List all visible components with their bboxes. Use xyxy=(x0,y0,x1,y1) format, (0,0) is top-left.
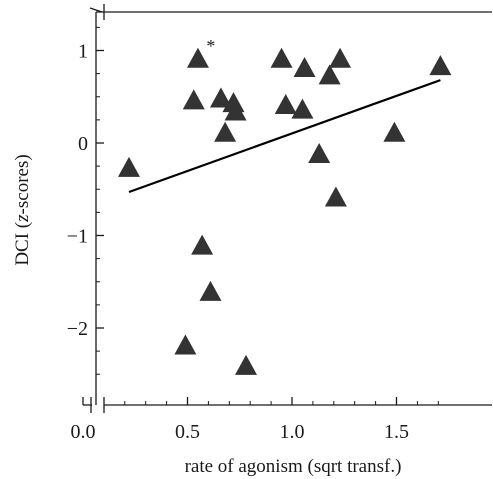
x-tick-label: 1.0 xyxy=(280,421,305,443)
y-axis-title: DCI (z-scores) xyxy=(12,154,33,265)
data-point-triangle xyxy=(429,55,452,76)
data-point-triangle xyxy=(235,354,258,375)
data-point-triangle xyxy=(214,121,237,142)
data-point-triangle xyxy=(186,47,209,68)
y-tick-label: 0 xyxy=(78,133,88,155)
ticks xyxy=(82,26,439,405)
data-point-triangle xyxy=(318,64,341,85)
data-point-triangle xyxy=(270,47,293,68)
data-point-triangle xyxy=(291,98,314,119)
x-axis-title: rate of agonism (sqrt transf.) xyxy=(185,456,402,477)
data-point-triangle xyxy=(199,280,222,301)
y-tick-label: −2 xyxy=(67,318,88,340)
data-point-triangle xyxy=(191,234,214,255)
data-point-triangle xyxy=(274,94,297,114)
x-tick-label: 1.5 xyxy=(384,421,409,443)
y-axis-title-prefix: DCI ( xyxy=(12,222,33,266)
axes xyxy=(83,4,492,413)
x-tick-label: 0.0 xyxy=(71,421,96,443)
data-points xyxy=(117,47,452,375)
data-point-triangle xyxy=(383,121,406,142)
data-point-triangle xyxy=(293,57,316,77)
y-axis-break-mark xyxy=(89,7,103,13)
asterisk-annotation: * xyxy=(206,36,215,56)
tick-labels: 0.0 0.5 1.0 1.5 −2 −1 0 1 xyxy=(67,41,409,444)
data-point-triangle xyxy=(117,156,140,177)
data-point-triangle xyxy=(182,89,205,110)
data-point-triangle xyxy=(174,334,197,355)
y-tick-label: 1 xyxy=(78,41,88,63)
y-tick-label: −1 xyxy=(67,226,88,248)
y-axis-title-italic: z xyxy=(12,214,33,223)
data-point-triangle xyxy=(329,47,352,68)
annotations: * xyxy=(206,36,215,56)
x-tick-label: 0.5 xyxy=(175,421,200,443)
data-point-triangle xyxy=(308,143,331,164)
data-point-triangle xyxy=(324,186,347,207)
data-point-triangle xyxy=(224,100,247,121)
data-point-triangle xyxy=(209,87,232,108)
trend-line xyxy=(128,79,441,194)
y-axis-title-suffix: -scores) xyxy=(12,154,33,214)
